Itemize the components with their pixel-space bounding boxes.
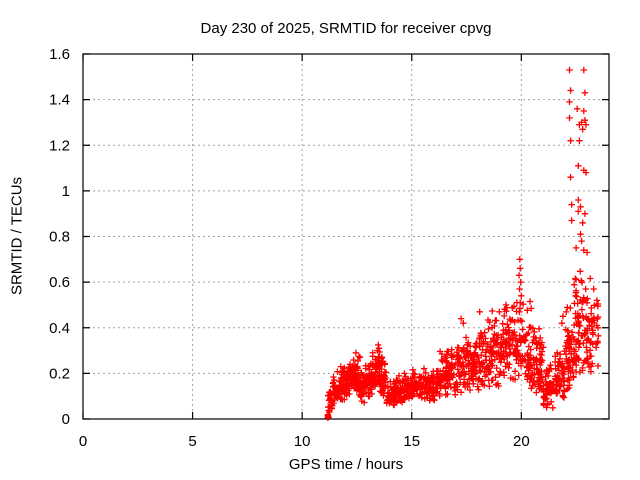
scatter-points	[324, 66, 602, 422]
x-axis-label: GPS time / hours	[288, 456, 404, 473]
x-tick-label: 0	[79, 433, 87, 450]
y-tick-label: 1.6	[49, 46, 70, 63]
y-tick-label: 1	[62, 183, 70, 200]
y-tick-label: 0.8	[49, 229, 70, 246]
chart-title: Day 230 of 2025, SRMTID for receiver cpv…	[200, 20, 492, 37]
x-tick-label: 10	[294, 433, 311, 450]
x-tick-label: 15	[403, 433, 420, 450]
y-tick-label: 1.2	[49, 137, 70, 154]
y-axis-label: SRMTID / TECUs	[8, 176, 26, 296]
plot-border	[82, 53, 610, 420]
x-tick-label: 5	[188, 433, 196, 450]
x-tick-label: 20	[513, 433, 530, 450]
y-tick-label: 1.4	[49, 92, 70, 109]
y-tick-label: 0.2	[49, 365, 70, 382]
y-tick-label: 0.4	[49, 320, 70, 337]
y-tick-label: 0	[62, 411, 70, 428]
y-tick-label: 0.6	[49, 274, 70, 291]
